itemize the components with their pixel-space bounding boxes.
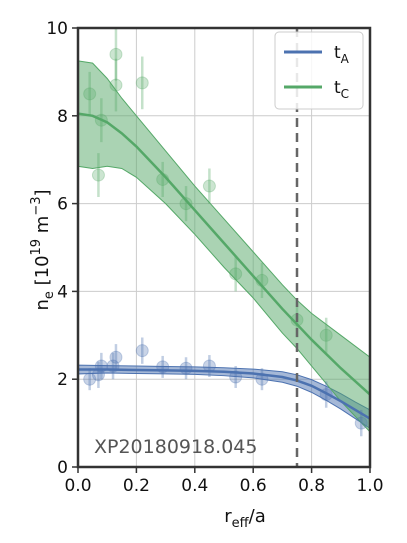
- uncertainty-bands: [77, 60, 371, 434]
- x-tick-label: 0.2: [123, 476, 150, 496]
- error-bars: [88, 28, 363, 437]
- data-point-1-0: [83, 87, 97, 101]
- data-point-1-4: [109, 78, 123, 92]
- x-axis-label: reff/a: [224, 506, 265, 531]
- axis-ticks: 0.0 0.2 0.4 0.6 0.8 1.0 0 2 4 6 8 10: [46, 19, 383, 496]
- data-point-1-9: [229, 267, 243, 281]
- legend-label-a: tA: [334, 43, 350, 66]
- data-point-1-3: [109, 47, 123, 61]
- x-tick-label: 0.8: [298, 476, 325, 496]
- data-point-0-7: [179, 361, 193, 375]
- y-tick-label: 8: [57, 107, 68, 127]
- data-point-1-7: [179, 197, 193, 211]
- data-point-0-4: [109, 350, 123, 364]
- x-tick-label: 0.4: [181, 476, 208, 496]
- fit-line-1: [77, 112, 371, 396]
- y-axis-label: ne [1019 m−3]: [29, 189, 57, 310]
- legend-box: [274, 31, 364, 110]
- fit-line-0: [78, 368, 371, 420]
- data-point-0-9: [229, 370, 243, 384]
- legend-label-c: tC: [334, 78, 349, 101]
- y-tick-label: 10: [46, 19, 68, 39]
- band-series-1: [77, 60, 371, 434]
- x-tick-label: 0.6: [240, 476, 267, 496]
- data-point-1-1: [91, 168, 105, 182]
- y-tick-label: 2: [57, 370, 68, 390]
- data-point-1-12: [319, 328, 333, 342]
- x-tick-label: 0.0: [64, 476, 91, 496]
- data-point-1-5: [135, 76, 149, 90]
- y-tick-label: 6: [57, 195, 68, 215]
- data-point-0-0: [83, 372, 97, 386]
- annotation-label: XP20180918.045: [94, 436, 258, 458]
- data-point-1-8: [202, 179, 216, 193]
- data-point-0-10: [255, 372, 269, 386]
- x-tick-label: 1.0: [356, 476, 383, 496]
- legend: tA tC: [274, 31, 364, 110]
- data-point-0-5: [135, 344, 149, 358]
- y-tick-label: 0: [57, 458, 68, 478]
- data-points: [83, 47, 368, 430]
- plot-frame: [76, 26, 372, 469]
- fit-lines: [77, 112, 371, 420]
- axes-frame: [76, 26, 372, 469]
- data-point-0-12: [354, 416, 368, 430]
- y-tick-label: 4: [57, 282, 68, 302]
